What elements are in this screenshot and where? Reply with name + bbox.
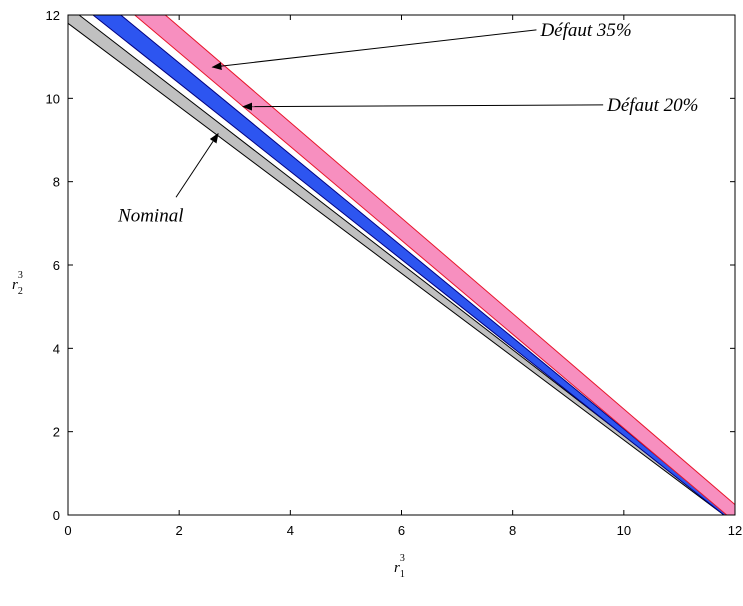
x-axis: 0 2 4 6 8 10 12 <box>64 15 742 538</box>
y-tick-label: 2 <box>53 425 60 440</box>
annotation-label-nominal: Nominal <box>117 205 183 226</box>
x-tick-label: 10 <box>617 523 631 538</box>
y-tick-label: 6 <box>53 258 60 273</box>
y-tick-label: 10 <box>46 91 60 106</box>
y-axis-label-sup: 3 <box>18 270 23 281</box>
annotation-label-defaut-20: Défaut 20% <box>606 95 698 116</box>
y-tick-label: 0 <box>53 508 60 523</box>
y-axis-label-sub: 2 <box>18 286 23 297</box>
x-tick-label: 6 <box>398 523 405 538</box>
annotation-arrow <box>175 132 219 198</box>
data-bands <box>67 14 736 516</box>
annotation-arrow <box>211 29 537 71</box>
y-tick-label: 4 <box>53 341 60 356</box>
annotation-label-defaut-35: Défaut 35% <box>539 20 631 41</box>
x-axis-label-sub: 1 <box>400 569 405 580</box>
x-axis-label-sup: 3 <box>400 553 405 564</box>
x-tick-label: 2 <box>176 523 183 538</box>
x-tick-label: 8 <box>509 523 516 538</box>
y-axis-label: r2 3 <box>12 270 23 297</box>
y-tick-label: 12 <box>46 8 60 23</box>
x-axis-label-base: r <box>394 560 400 576</box>
annotation-arrow <box>242 102 604 111</box>
x-tick-label: 4 <box>287 523 294 538</box>
x-axis-label: r1 3 <box>394 553 405 580</box>
y-tick-label: 8 <box>53 175 60 190</box>
annotations: Défaut 35% Défaut 20% Nominal <box>117 20 698 226</box>
y-axis: 0 2 4 6 8 10 12 <box>46 8 735 523</box>
x-tick-label: 12 <box>728 523 742 538</box>
x-tick-label: 0 <box>64 523 71 538</box>
y-axis-label-base: r <box>12 277 18 293</box>
